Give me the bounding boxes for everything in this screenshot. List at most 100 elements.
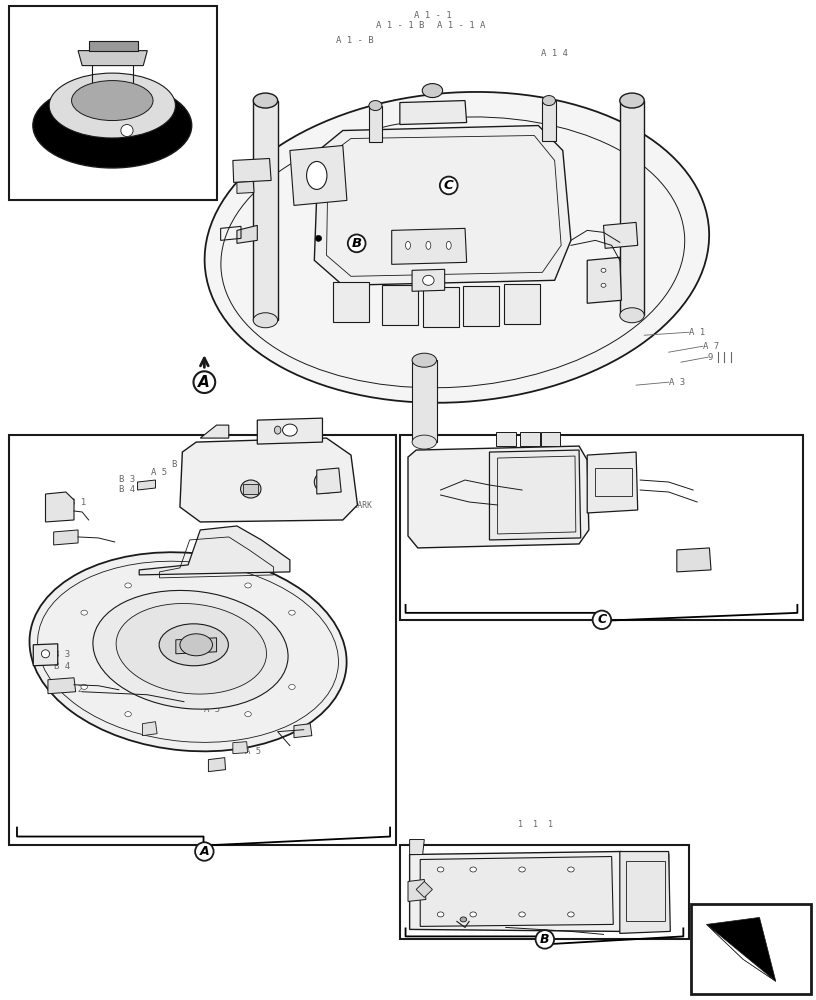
Ellipse shape: [49, 73, 175, 138]
Ellipse shape: [72, 81, 153, 121]
Text: A 1: A 1: [689, 328, 705, 337]
Text: B 2: B 2: [68, 685, 83, 694]
Polygon shape: [140, 526, 290, 575]
Polygon shape: [423, 287, 459, 327]
Polygon shape: [243, 484, 258, 494]
Ellipse shape: [81, 684, 87, 689]
Ellipse shape: [437, 912, 444, 917]
Polygon shape: [463, 286, 499, 326]
Ellipse shape: [241, 480, 261, 498]
Polygon shape: [138, 480, 156, 490]
Text: B 3: B 3: [54, 650, 70, 659]
Polygon shape: [412, 269, 445, 291]
Text: A 1 - 1 B: A 1 - 1 B: [375, 21, 424, 30]
Ellipse shape: [422, 84, 442, 98]
Ellipse shape: [519, 867, 526, 872]
Polygon shape: [237, 225, 257, 243]
Ellipse shape: [620, 308, 645, 323]
Ellipse shape: [601, 283, 606, 287]
Polygon shape: [408, 879, 426, 901]
Text: A 1 - 1 A: A 1 - 1 A: [437, 21, 486, 30]
Polygon shape: [294, 724, 312, 738]
Text: 9: 9: [707, 353, 713, 362]
Ellipse shape: [423, 275, 434, 285]
Ellipse shape: [125, 712, 131, 717]
Polygon shape: [317, 468, 341, 494]
Text: A 1 - 1: A 1 - 1: [414, 11, 451, 20]
Polygon shape: [237, 181, 254, 193]
Text: USE ITEM A6*MARK: USE ITEM A6*MARK: [294, 501, 372, 510]
Ellipse shape: [289, 610, 295, 615]
Polygon shape: [290, 145, 347, 205]
Polygon shape: [420, 857, 614, 926]
Polygon shape: [707, 924, 776, 981]
Polygon shape: [416, 881, 432, 897]
Text: A 1 4: A 1 4: [541, 49, 568, 58]
Text: C: C: [597, 613, 606, 626]
Polygon shape: [496, 432, 516, 446]
Ellipse shape: [426, 241, 431, 249]
Text: C: C: [444, 179, 454, 192]
Text: A 1 3: A 1 3: [465, 877, 492, 886]
Polygon shape: [54, 530, 78, 545]
Ellipse shape: [282, 424, 297, 436]
Ellipse shape: [81, 610, 87, 615]
Polygon shape: [620, 101, 645, 315]
Ellipse shape: [446, 241, 451, 249]
Polygon shape: [392, 228, 467, 264]
Ellipse shape: [601, 268, 606, 272]
Ellipse shape: [620, 93, 645, 108]
Polygon shape: [620, 852, 670, 933]
Polygon shape: [333, 282, 369, 322]
Text: A 5: A 5: [152, 468, 167, 477]
Text: A: A: [198, 375, 211, 390]
Polygon shape: [89, 41, 138, 51]
Ellipse shape: [274, 426, 281, 434]
Polygon shape: [676, 548, 711, 572]
Polygon shape: [382, 285, 418, 325]
Polygon shape: [253, 101, 277, 320]
Polygon shape: [408, 446, 589, 548]
Polygon shape: [46, 492, 74, 522]
Ellipse shape: [180, 634, 212, 656]
Text: B 3: B 3: [119, 475, 135, 484]
Ellipse shape: [42, 650, 50, 658]
Ellipse shape: [125, 583, 131, 588]
Polygon shape: [180, 438, 357, 522]
Text: A 1 - B: A 1 - B: [336, 36, 374, 45]
Polygon shape: [314, 126, 571, 285]
Polygon shape: [521, 432, 540, 446]
Text: A 7: A 7: [703, 342, 719, 351]
Polygon shape: [143, 722, 157, 736]
Ellipse shape: [568, 912, 574, 917]
Ellipse shape: [253, 93, 277, 108]
Polygon shape: [504, 284, 540, 324]
Polygon shape: [410, 852, 668, 931]
Text: A 5: A 5: [245, 747, 261, 756]
Ellipse shape: [253, 313, 277, 328]
Text: A 2: A 2: [322, 474, 339, 483]
Polygon shape: [48, 678, 76, 694]
Ellipse shape: [205, 92, 709, 403]
Text: A: A: [200, 845, 209, 858]
Ellipse shape: [369, 101, 382, 111]
Polygon shape: [208, 758, 225, 772]
Ellipse shape: [470, 912, 477, 917]
Polygon shape: [33, 644, 58, 666]
Ellipse shape: [245, 583, 251, 588]
Ellipse shape: [314, 471, 339, 493]
Text: B 5: B 5: [171, 460, 188, 469]
Polygon shape: [78, 51, 148, 66]
Text: B 4: B 4: [119, 485, 135, 494]
Polygon shape: [604, 222, 638, 248]
Ellipse shape: [406, 241, 410, 249]
Ellipse shape: [33, 83, 192, 168]
Ellipse shape: [307, 161, 327, 189]
Ellipse shape: [568, 867, 574, 872]
Polygon shape: [369, 106, 382, 142]
Polygon shape: [543, 101, 557, 140]
Ellipse shape: [159, 624, 228, 666]
Ellipse shape: [470, 867, 477, 872]
Ellipse shape: [460, 917, 467, 922]
Text: B: B: [352, 237, 361, 250]
